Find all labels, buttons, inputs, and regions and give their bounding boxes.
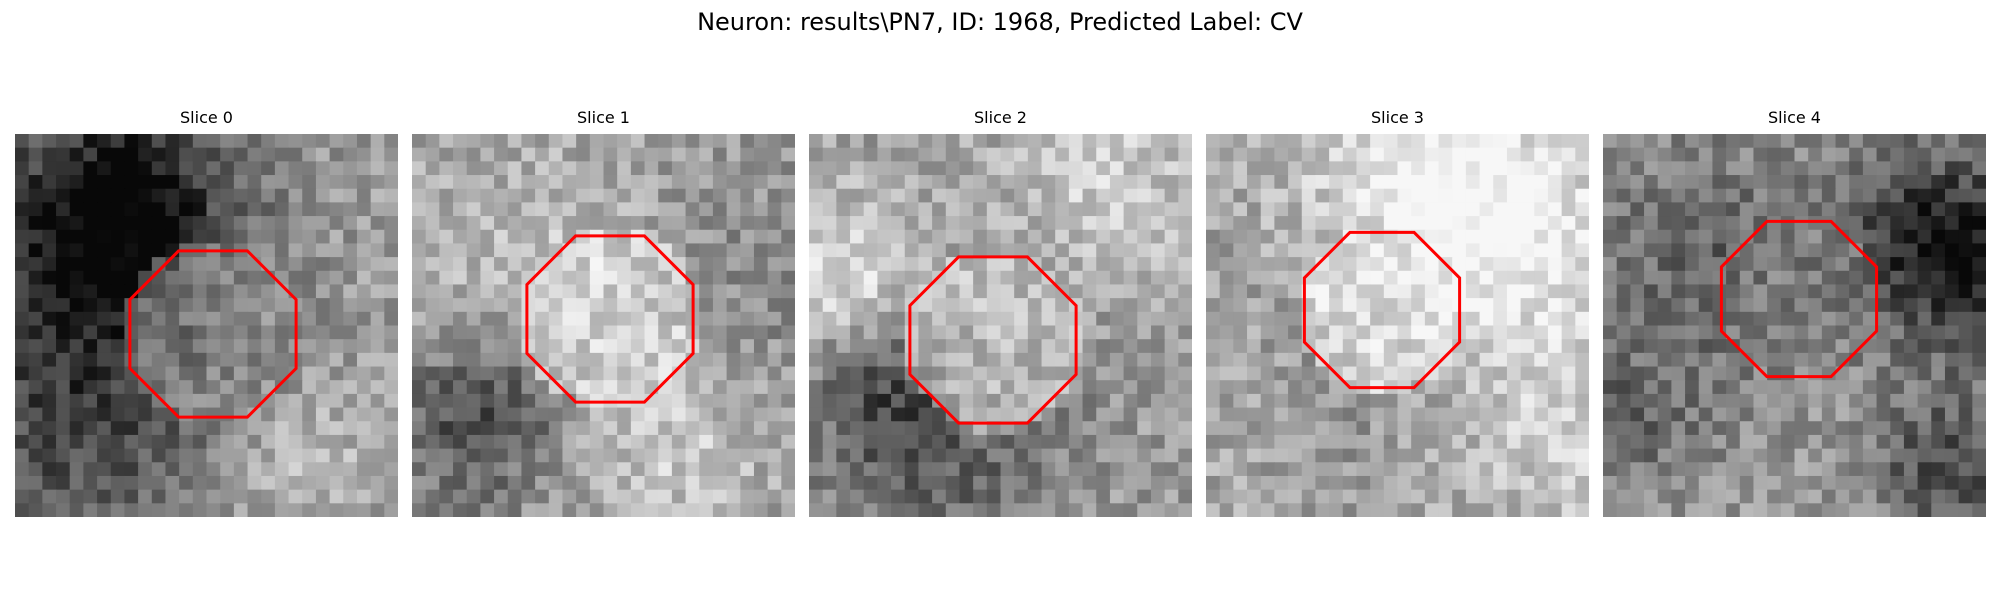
slice-image-4 [1603, 134, 1986, 517]
slice-title-1: Slice 1 [577, 108, 630, 127]
image-texture [1603, 134, 1986, 517]
roi-octagon [1719, 219, 1879, 379]
slice-image-1 [412, 134, 795, 517]
roi-octagon [908, 255, 1078, 425]
slice-panel-4: Slice 4 [1603, 108, 1986, 517]
slice-title-2: Slice 2 [974, 108, 1027, 127]
slice-title-3: Slice 3 [1371, 108, 1424, 127]
slice-panel-1: Slice 1 [412, 108, 795, 517]
roi-octagon [1302, 230, 1462, 390]
slice-image-3 [1206, 134, 1589, 517]
slice-image-0 [15, 134, 398, 517]
image-texture [15, 134, 398, 517]
roi-octagon [525, 234, 695, 404]
slice-title-0: Slice 0 [180, 108, 233, 127]
image-texture [1206, 134, 1589, 517]
slice-panel-3: Slice 3 [1206, 108, 1589, 517]
slice-panel-2: Slice 2 [809, 108, 1192, 517]
slice-panel-0: Slice 0 [15, 108, 398, 517]
image-texture [412, 134, 795, 517]
image-texture [809, 134, 1192, 517]
slice-title-4: Slice 4 [1768, 108, 1821, 127]
roi-octagon [128, 249, 298, 419]
figure-title: Neuron: results\PN7, ID: 1968, Predicted… [697, 8, 1303, 36]
slice-image-2 [809, 134, 1192, 517]
